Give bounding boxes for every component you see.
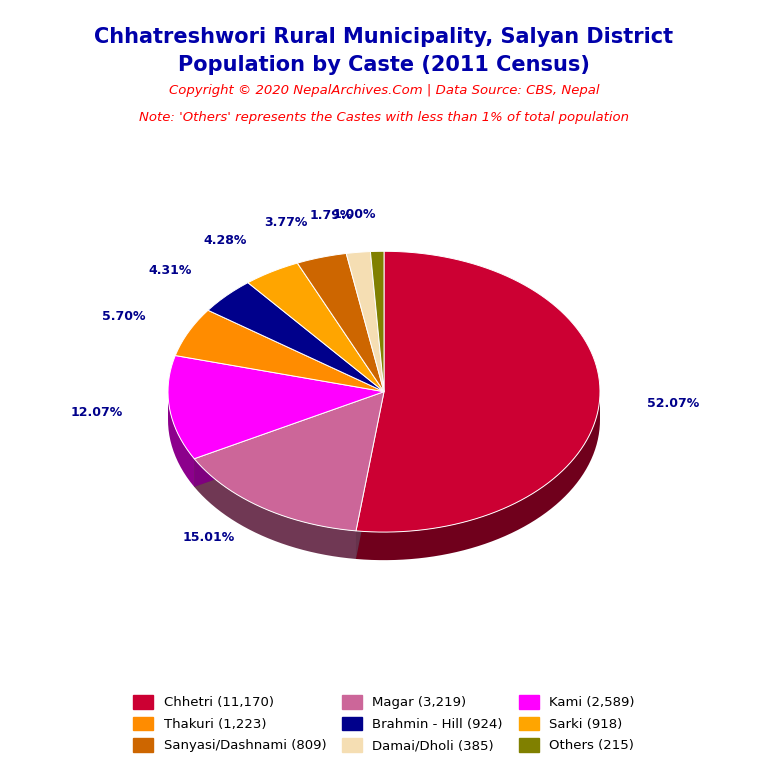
Polygon shape <box>346 252 384 392</box>
Polygon shape <box>194 458 356 559</box>
Polygon shape <box>194 392 384 487</box>
Text: 5.70%: 5.70% <box>102 310 145 323</box>
Text: 12.07%: 12.07% <box>70 406 122 419</box>
Text: Chhatreshwori Rural Municipality, Salyan District: Chhatreshwori Rural Municipality, Salyan… <box>94 27 674 47</box>
Text: Population by Caste (2011 Census): Population by Caste (2011 Census) <box>178 55 590 75</box>
Polygon shape <box>370 251 384 392</box>
Text: 15.01%: 15.01% <box>183 531 235 545</box>
Polygon shape <box>168 391 194 487</box>
Legend: Chhetri (11,170), Thakuri (1,223), Sanyasi/Dashnami (809), Magar (3,219), Brahmi: Chhetri (11,170), Thakuri (1,223), Sanya… <box>128 690 640 757</box>
Polygon shape <box>168 356 384 458</box>
Polygon shape <box>194 392 384 487</box>
Polygon shape <box>356 391 600 560</box>
Polygon shape <box>248 263 384 392</box>
Polygon shape <box>356 251 600 532</box>
Text: 4.28%: 4.28% <box>204 234 247 247</box>
Polygon shape <box>356 392 384 559</box>
Text: 4.31%: 4.31% <box>148 264 192 277</box>
Text: 52.07%: 52.07% <box>647 397 699 409</box>
Polygon shape <box>297 253 384 392</box>
Polygon shape <box>356 392 384 559</box>
Polygon shape <box>175 310 384 392</box>
Text: 1.00%: 1.00% <box>333 208 376 221</box>
Polygon shape <box>194 392 384 531</box>
Polygon shape <box>208 283 384 392</box>
Text: Copyright © 2020 NepalArchives.Com | Data Source: CBS, Nepal: Copyright © 2020 NepalArchives.Com | Dat… <box>169 84 599 97</box>
Text: Note: 'Others' represents the Castes with less than 1% of total population: Note: 'Others' represents the Castes wit… <box>139 111 629 124</box>
Text: 1.79%: 1.79% <box>310 210 353 222</box>
Text: 3.77%: 3.77% <box>264 216 307 229</box>
